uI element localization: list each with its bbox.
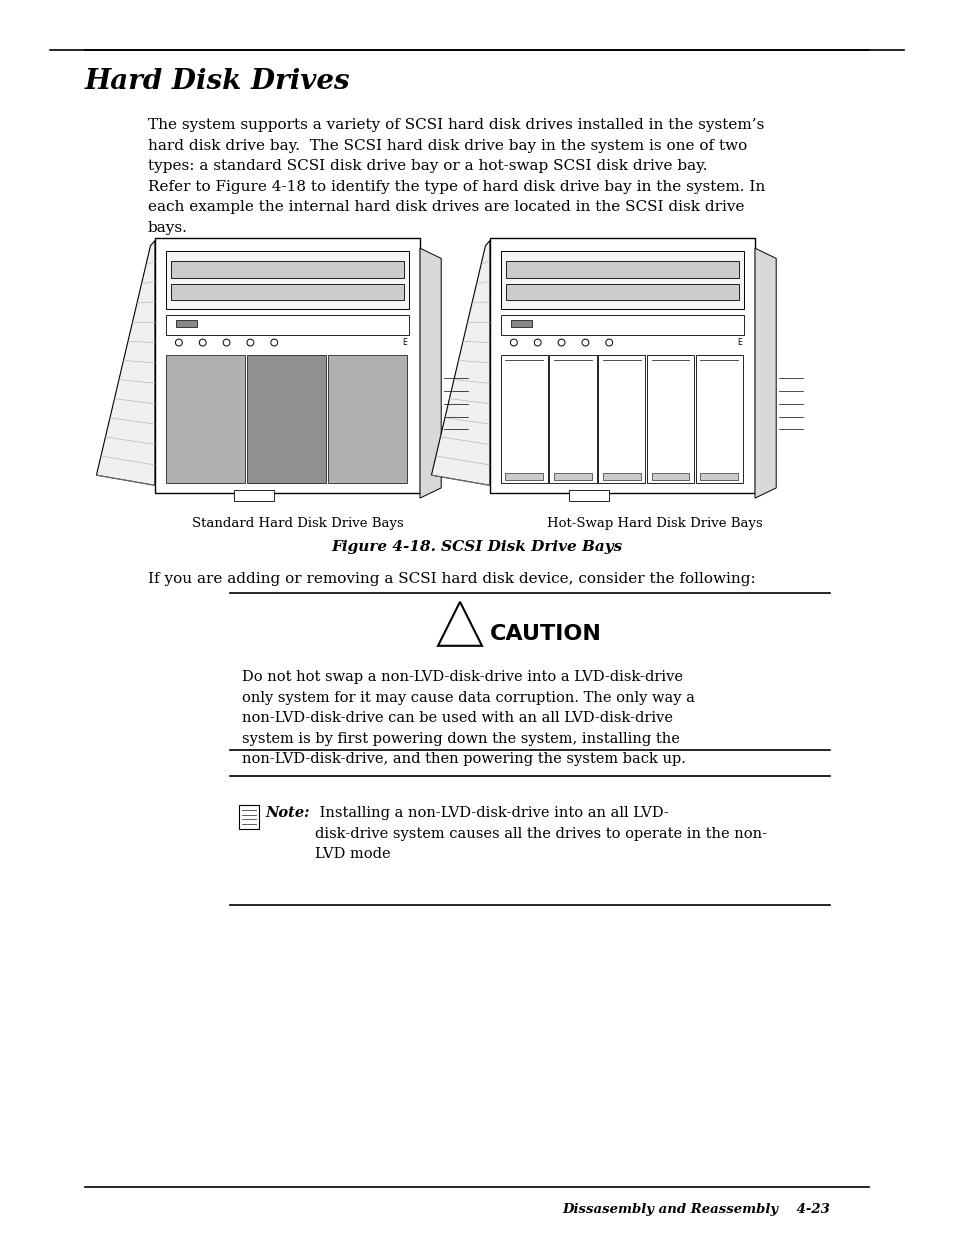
FancyBboxPatch shape	[166, 356, 245, 483]
Text: Figure 4-18. SCSI Disk Drive Bays: Figure 4-18. SCSI Disk Drive Bays	[331, 540, 622, 555]
Polygon shape	[431, 241, 490, 485]
FancyBboxPatch shape	[505, 261, 739, 278]
FancyBboxPatch shape	[166, 251, 409, 310]
Text: Installing a non-LVD-disk-drive into an all LVD-
disk-drive system causes all th: Installing a non-LVD-disk-drive into an …	[314, 806, 766, 861]
FancyBboxPatch shape	[239, 805, 258, 829]
FancyBboxPatch shape	[646, 356, 694, 483]
Text: The system supports a variety of SCSI hard disk drives installed in the system’s: The system supports a variety of SCSI ha…	[148, 119, 764, 235]
FancyBboxPatch shape	[651, 473, 689, 480]
FancyBboxPatch shape	[500, 251, 743, 310]
FancyBboxPatch shape	[500, 315, 743, 335]
FancyBboxPatch shape	[505, 284, 739, 300]
FancyBboxPatch shape	[569, 490, 609, 500]
Text: If you are adding or removing a SCSI hard disk device, consider the following:: If you are adding or removing a SCSI har…	[148, 572, 755, 585]
FancyBboxPatch shape	[500, 356, 547, 483]
Polygon shape	[419, 248, 440, 498]
FancyBboxPatch shape	[328, 356, 407, 483]
Text: Hard Disk Drives: Hard Disk Drives	[85, 68, 351, 95]
FancyBboxPatch shape	[554, 473, 591, 480]
Text: Do not hot swap a non-LVD-disk-drive into a LVD-disk-drive
only system for it ma: Do not hot swap a non-LVD-disk-drive int…	[242, 671, 694, 767]
Text: E: E	[401, 338, 406, 347]
Polygon shape	[754, 248, 776, 498]
FancyBboxPatch shape	[490, 238, 754, 493]
FancyBboxPatch shape	[176, 320, 197, 327]
FancyBboxPatch shape	[700, 473, 738, 480]
FancyBboxPatch shape	[171, 261, 404, 278]
FancyBboxPatch shape	[171, 284, 404, 300]
Text: Standard Hard Disk Drive Bays: Standard Hard Disk Drive Bays	[192, 517, 403, 530]
FancyBboxPatch shape	[505, 473, 542, 480]
FancyBboxPatch shape	[166, 315, 409, 335]
FancyBboxPatch shape	[549, 356, 596, 483]
Text: Dissasembly and Reassembly    4-23: Dissasembly and Reassembly 4-23	[561, 1203, 829, 1216]
FancyBboxPatch shape	[247, 356, 326, 483]
Text: E: E	[737, 338, 741, 347]
Text: CAUTION: CAUTION	[490, 624, 601, 643]
Polygon shape	[437, 601, 481, 646]
FancyBboxPatch shape	[234, 490, 274, 500]
FancyBboxPatch shape	[511, 320, 532, 327]
FancyBboxPatch shape	[598, 356, 644, 483]
FancyBboxPatch shape	[695, 356, 742, 483]
FancyBboxPatch shape	[154, 238, 419, 493]
FancyBboxPatch shape	[602, 473, 639, 480]
Polygon shape	[96, 241, 154, 485]
Text: Note:: Note:	[265, 806, 309, 820]
Text: Hot-Swap Hard Disk Drive Bays: Hot-Swap Hard Disk Drive Bays	[547, 517, 762, 530]
